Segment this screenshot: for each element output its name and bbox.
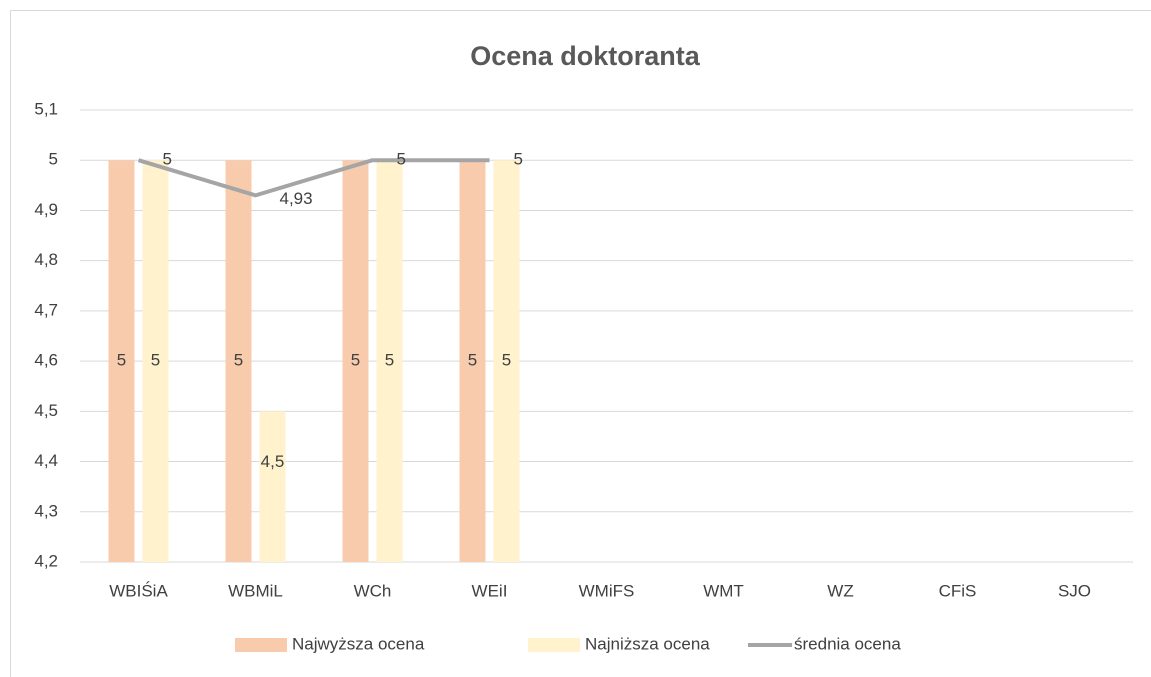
x-tick-label: WMT	[703, 581, 744, 600]
legend-label: średnia ocena	[794, 634, 901, 653]
x-tick-label: WZ	[827, 581, 853, 600]
bar	[459, 160, 486, 562]
bar	[376, 160, 403, 562]
legend-label: Najniższa ocena	[585, 634, 710, 653]
legend-swatch	[528, 638, 580, 652]
data-label: 4,93	[280, 189, 313, 208]
bar	[108, 160, 135, 562]
y-tick-label: 4,7	[34, 300, 58, 319]
y-tick-label: 4,5	[34, 401, 58, 420]
bar	[342, 160, 369, 562]
x-tick-label: WEiI	[472, 581, 508, 600]
y-tick-label: 4,9	[34, 200, 58, 219]
y-tick-label: 4,2	[34, 551, 58, 570]
data-label: 5	[385, 351, 394, 370]
y-tick-label: 4,6	[34, 351, 58, 370]
data-label: 5	[351, 351, 360, 370]
x-tick-label: WBMiL	[228, 581, 283, 600]
data-label: 4,5	[261, 452, 285, 471]
legend-swatch	[235, 638, 287, 652]
x-tick-label: WMiFS	[579, 581, 635, 600]
data-label: 5	[234, 351, 243, 370]
bar	[259, 411, 286, 562]
x-tick-label: WCh	[354, 581, 392, 600]
x-tick-label: SJO	[1058, 581, 1091, 600]
line	[137, 158, 490, 198]
data-label: 5	[151, 351, 160, 370]
data-label: 5	[163, 150, 172, 169]
chart-border	[10, 10, 1151, 677]
y-tick-label: 4,4	[34, 451, 58, 470]
x-tick-label: WBIŚiA	[109, 581, 168, 600]
data-label: 5	[397, 150, 406, 169]
x-tick-label: CFiS	[939, 581, 977, 600]
y-tick-label: 4,3	[34, 501, 58, 520]
legend-label: Najwyższa ocena	[292, 634, 425, 653]
data-label: 5	[468, 351, 477, 370]
data-label: 5	[514, 150, 523, 169]
data-label: 5	[502, 351, 511, 370]
chart-title: Ocena doktoranta	[470, 41, 701, 71]
y-tick-label: 5	[49, 150, 58, 169]
bar	[493, 160, 520, 562]
y-tick-label: 5,1	[34, 99, 58, 118]
bar	[225, 160, 252, 562]
bar	[142, 160, 169, 562]
y-tick-label: 4,8	[34, 250, 58, 269]
data-label: 5	[117, 351, 126, 370]
